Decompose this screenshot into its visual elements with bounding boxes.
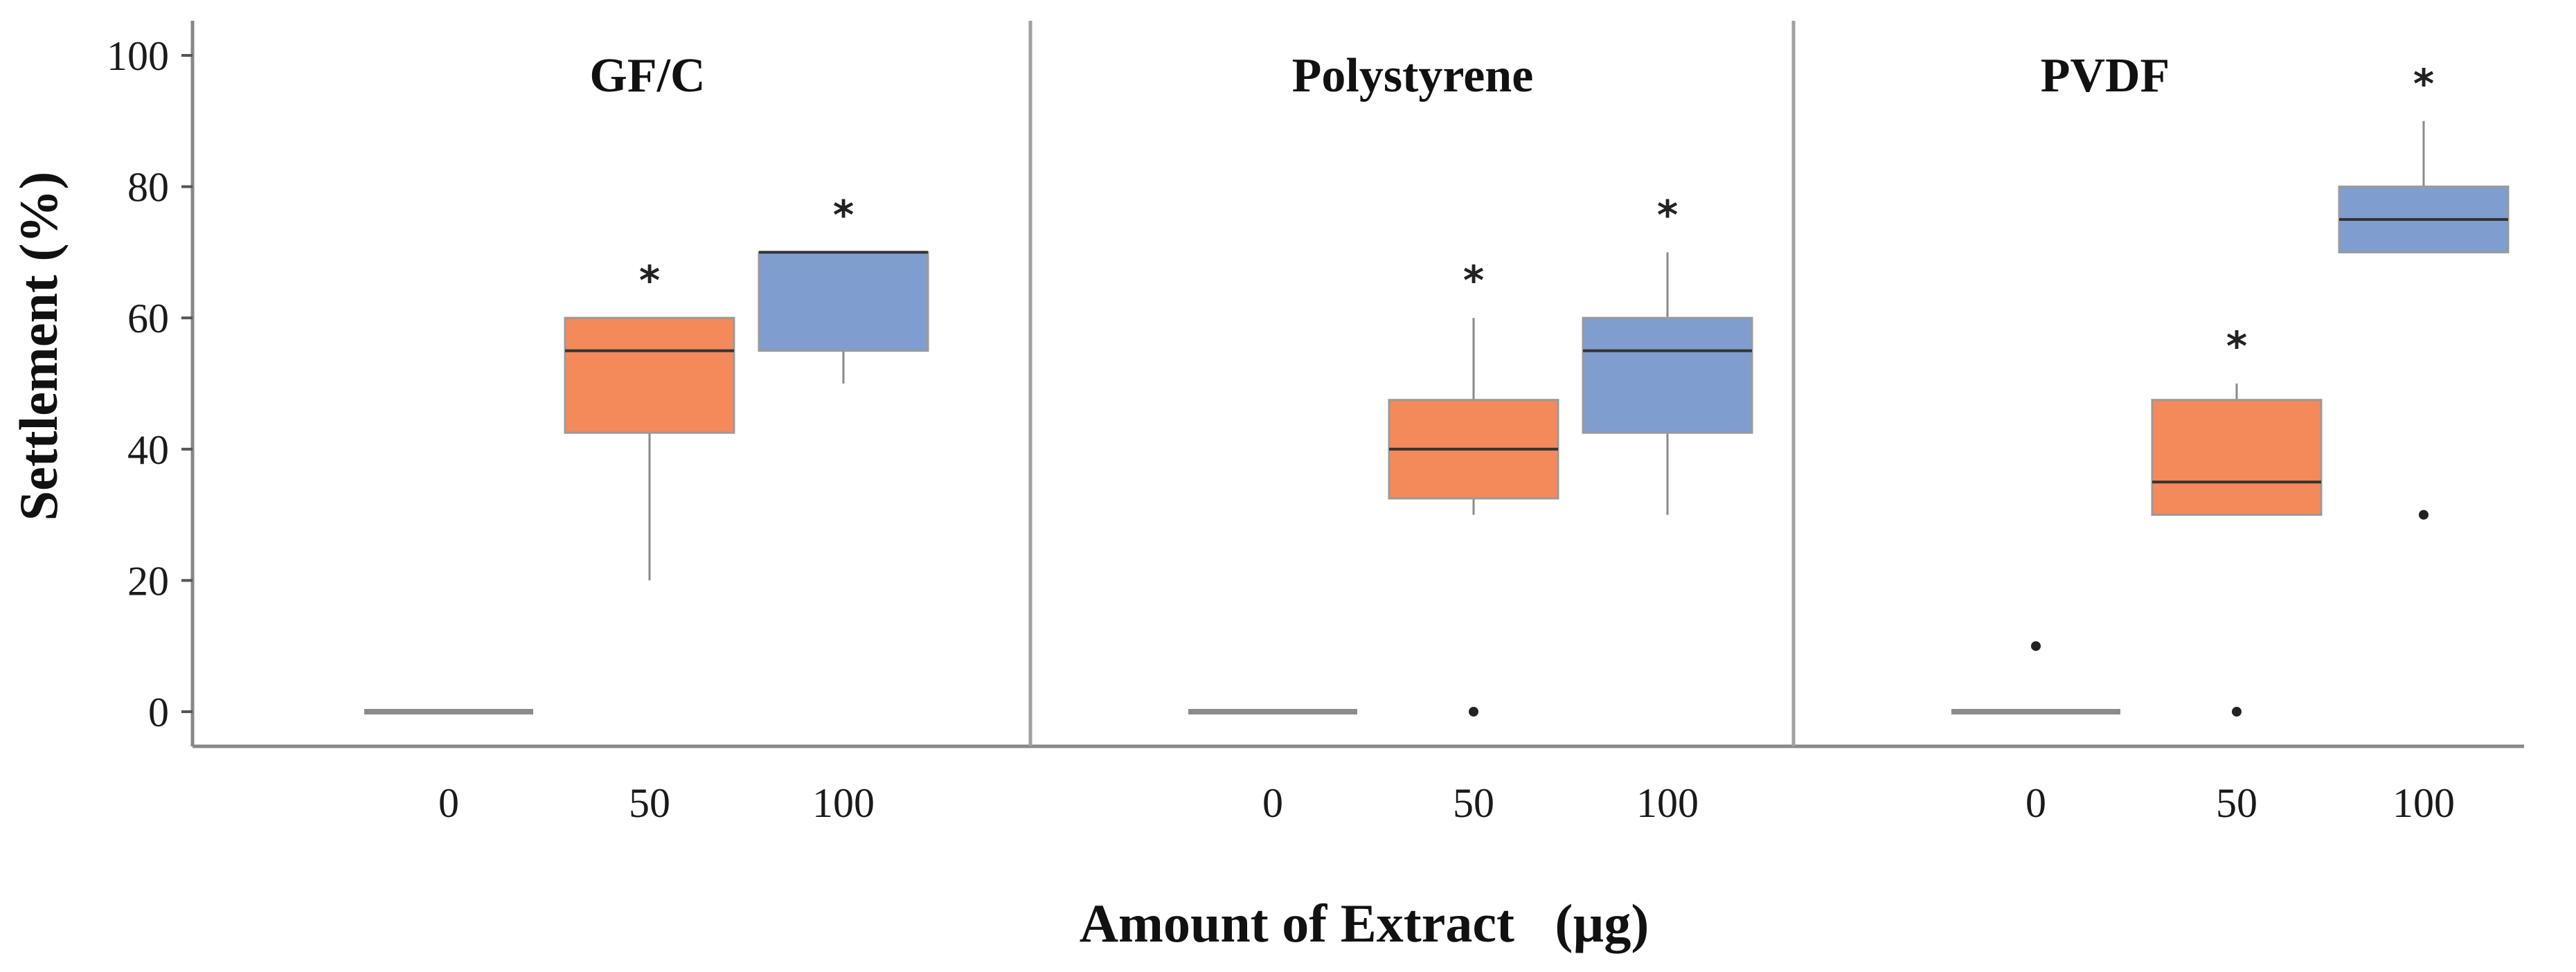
- box-100: 100 *: [2338, 60, 2510, 826]
- box-flat: [1951, 709, 2120, 714]
- y-tick-label: 0: [148, 690, 169, 735]
- significance-marker: *: [1657, 191, 1678, 238]
- y-tick-label: 60: [127, 296, 169, 341]
- y-axis: 0 20 40 60 80 100: [107, 21, 2524, 748]
- box-flat: [364, 709, 533, 714]
- box-50: 50 *: [2151, 323, 2323, 826]
- box-iqr: [2151, 399, 2323, 516]
- panel-title: GF/C: [589, 49, 705, 102]
- outlier-point: [1469, 707, 1478, 717]
- y-axis-title: Settlement (%): [8, 172, 69, 521]
- x-tick-label: 50: [629, 780, 670, 826]
- x-tick-label: 50: [1453, 780, 1494, 826]
- x-tick-label: 100: [2392, 780, 2455, 826]
- box-iqr: [758, 251, 929, 352]
- box-0: 0: [364, 709, 533, 826]
- panel-title: Polystyrene: [1292, 49, 1534, 102]
- box-0: 0: [1188, 709, 1357, 826]
- significance-marker: *: [833, 191, 854, 238]
- x-tick-label: 0: [2025, 780, 2046, 826]
- x-axis-title: Amount of Extract (µg): [1080, 893, 1649, 953]
- panel-pvdf: PVDF 0 50 * 100 *: [1951, 49, 2510, 826]
- box-100: 100 *: [758, 191, 929, 826]
- significance-marker: *: [2413, 60, 2434, 107]
- significance-marker: *: [2226, 323, 2247, 370]
- x-tick-label: 100: [812, 780, 875, 826]
- outlier-point: [2031, 641, 2041, 651]
- y-tick-label: 100: [107, 33, 169, 79]
- significance-marker: *: [1463, 257, 1484, 304]
- y-tick-label: 40: [127, 427, 169, 473]
- box-100: 100 *: [1582, 191, 1753, 826]
- box-50: 50 *: [564, 257, 735, 826]
- panel-gf-c: GF/C 0 50 * 100 *: [364, 49, 929, 826]
- x-tick-label: 50: [2216, 780, 2257, 826]
- x-tick-label: 100: [1636, 780, 1699, 826]
- box-50: 50 *: [1388, 257, 1559, 826]
- outlier-point: [2419, 510, 2429, 520]
- box-flat: [1188, 709, 1357, 714]
- y-tick-label: 20: [127, 558, 169, 604]
- panel-polystyrene: Polystyrene 0 50 * 100 *: [1188, 49, 1753, 826]
- x-tick-label: 0: [438, 780, 459, 826]
- x-tick-label: 0: [1262, 780, 1283, 826]
- box-iqr: [564, 316, 735, 434]
- panel-title: PVDF: [2041, 49, 2170, 102]
- box-0: 0: [1951, 641, 2120, 826]
- significance-marker: *: [639, 257, 660, 304]
- y-tick-label: 80: [127, 165, 169, 210]
- outlier-point: [2232, 707, 2242, 717]
- box-iqr: [1582, 316, 1753, 434]
